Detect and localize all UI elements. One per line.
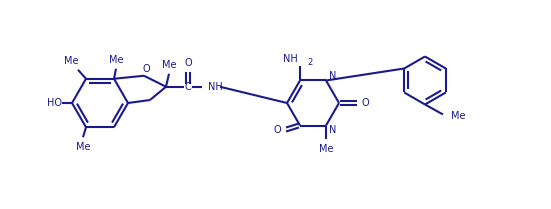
Text: Me: Me (451, 111, 466, 121)
Text: Me: Me (318, 144, 333, 154)
Text: 2: 2 (307, 59, 312, 68)
Text: Me: Me (162, 60, 176, 70)
Text: Me: Me (109, 55, 123, 65)
Text: O: O (142, 64, 150, 74)
Text: N: N (329, 71, 336, 82)
Text: C: C (185, 82, 191, 92)
Text: N: N (329, 125, 336, 135)
Text: O: O (184, 58, 192, 68)
Text: NH: NH (283, 55, 298, 65)
Text: Me: Me (64, 56, 78, 66)
Text: Me: Me (75, 142, 90, 152)
Text: NH: NH (208, 82, 223, 92)
Text: O: O (273, 125, 281, 135)
Text: HO: HO (46, 98, 62, 108)
Text: O: O (361, 98, 369, 108)
